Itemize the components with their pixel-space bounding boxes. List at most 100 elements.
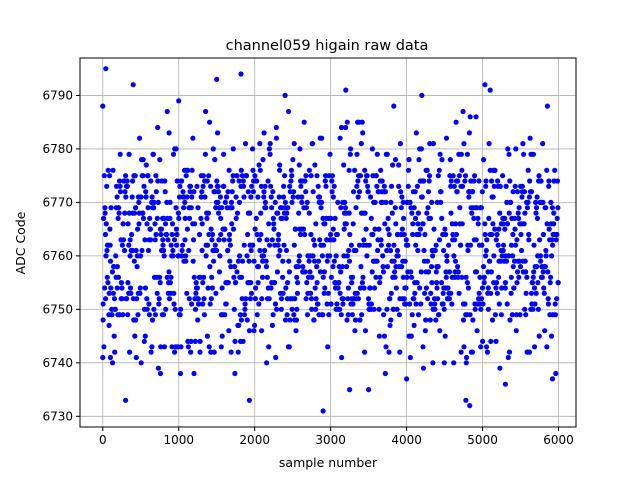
data-point [318, 205, 324, 211]
data-point [263, 258, 269, 264]
data-point [429, 280, 435, 286]
data-point [161, 247, 167, 254]
data-point [164, 108, 170, 115]
data-point [467, 312, 473, 318]
data-point [484, 237, 490, 243]
data-point [185, 167, 191, 173]
data-point [322, 221, 328, 227]
data-point [411, 205, 417, 211]
data-point [545, 296, 551, 302]
data-point [244, 253, 250, 259]
data-point [263, 264, 269, 270]
data-point [185, 344, 191, 350]
data-point [393, 221, 399, 227]
data-point [347, 231, 353, 238]
data-point [540, 141, 546, 147]
data-point [313, 296, 319, 302]
data-point [444, 258, 450, 264]
data-point [170, 151, 177, 157]
data-point [252, 173, 258, 179]
data-point [321, 269, 327, 275]
data-point [218, 215, 224, 221]
data-point [145, 173, 151, 179]
data-point [112, 306, 118, 312]
data-point [255, 264, 262, 270]
data-point [403, 285, 409, 291]
data-point [101, 344, 107, 350]
data-point [432, 247, 438, 254]
data-point [350, 301, 356, 307]
data-point [110, 290, 116, 296]
data-point [362, 328, 369, 334]
data-point [255, 194, 261, 200]
data-point [346, 210, 352, 216]
data-point [209, 285, 215, 291]
data-point [387, 322, 393, 328]
data-point [148, 178, 154, 184]
data-point [154, 290, 160, 296]
data-point [442, 333, 448, 339]
data-point [178, 306, 184, 312]
data-point [218, 231, 224, 238]
data-point [306, 167, 312, 173]
data-point [102, 205, 108, 211]
data-point [141, 183, 147, 189]
data-point [540, 269, 546, 275]
data-point [472, 306, 478, 312]
data-point [295, 264, 301, 270]
data-point [412, 189, 418, 195]
data-point [246, 258, 252, 264]
data-point [216, 269, 223, 275]
data-point [290, 194, 296, 200]
data-point [231, 274, 237, 280]
data-point [268, 194, 274, 200]
data-point [148, 237, 154, 243]
data-point [200, 301, 206, 307]
data-point [252, 296, 258, 302]
data-point [180, 242, 186, 248]
data-point [513, 242, 519, 248]
data-point [135, 312, 141, 318]
data-point [520, 141, 526, 147]
data-point [233, 215, 239, 221]
data-point [512, 183, 518, 189]
data-point [392, 269, 398, 275]
data-point [129, 231, 135, 238]
data-point [392, 205, 398, 211]
data-point [429, 199, 435, 205]
data-point [287, 183, 293, 189]
data-point [506, 210, 512, 216]
data-point [100, 301, 106, 307]
data-point [130, 178, 136, 184]
data-point [264, 360, 270, 366]
data-point [300, 264, 306, 270]
data-point [160, 242, 166, 248]
data-point [280, 194, 287, 200]
data-point [368, 215, 374, 221]
data-point [345, 296, 351, 302]
data-point [453, 221, 459, 227]
data-point [201, 296, 207, 302]
data-point [216, 210, 222, 216]
data-point [399, 194, 405, 200]
x-tick-label: 5000 [467, 433, 498, 447]
data-point [425, 258, 431, 264]
data-point [117, 183, 123, 189]
data-point [114, 264, 120, 270]
data-point [238, 167, 244, 173]
data-point [458, 151, 464, 157]
data-point [255, 280, 261, 286]
data-point [309, 306, 315, 312]
data-point [508, 290, 514, 296]
data-point [459, 274, 465, 280]
data-point [152, 221, 158, 227]
data-point [158, 344, 164, 350]
data-point [502, 285, 508, 291]
x-tick-label: 2000 [239, 433, 270, 447]
data-point [291, 189, 297, 195]
data-point [110, 360, 116, 366]
data-point [391, 258, 397, 264]
data-point [183, 173, 189, 179]
data-point [337, 306, 343, 312]
data-point [544, 221, 550, 227]
